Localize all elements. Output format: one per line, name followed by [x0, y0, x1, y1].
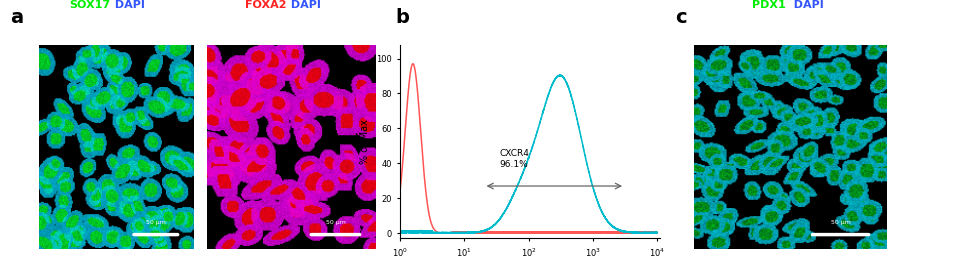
Text: 50 μm: 50 μm: [831, 220, 850, 225]
Text: SOX17: SOX17: [69, 1, 111, 10]
Text: DAPI: DAPI: [786, 1, 823, 10]
Y-axis label: % of Max: % of Max: [361, 119, 370, 164]
Text: FOXA2: FOXA2: [245, 1, 287, 10]
Text: CXCR4
96.1%: CXCR4 96.1%: [499, 149, 529, 168]
Text: 50 μm: 50 μm: [146, 220, 166, 225]
Text: 50 μm: 50 μm: [326, 220, 345, 225]
Text: a: a: [10, 8, 23, 27]
Text: c: c: [675, 8, 686, 27]
Text: DAPI: DAPI: [287, 1, 321, 10]
Text: PDX1: PDX1: [752, 1, 786, 10]
Text: DAPI: DAPI: [111, 1, 145, 10]
Text: b: b: [395, 8, 409, 27]
